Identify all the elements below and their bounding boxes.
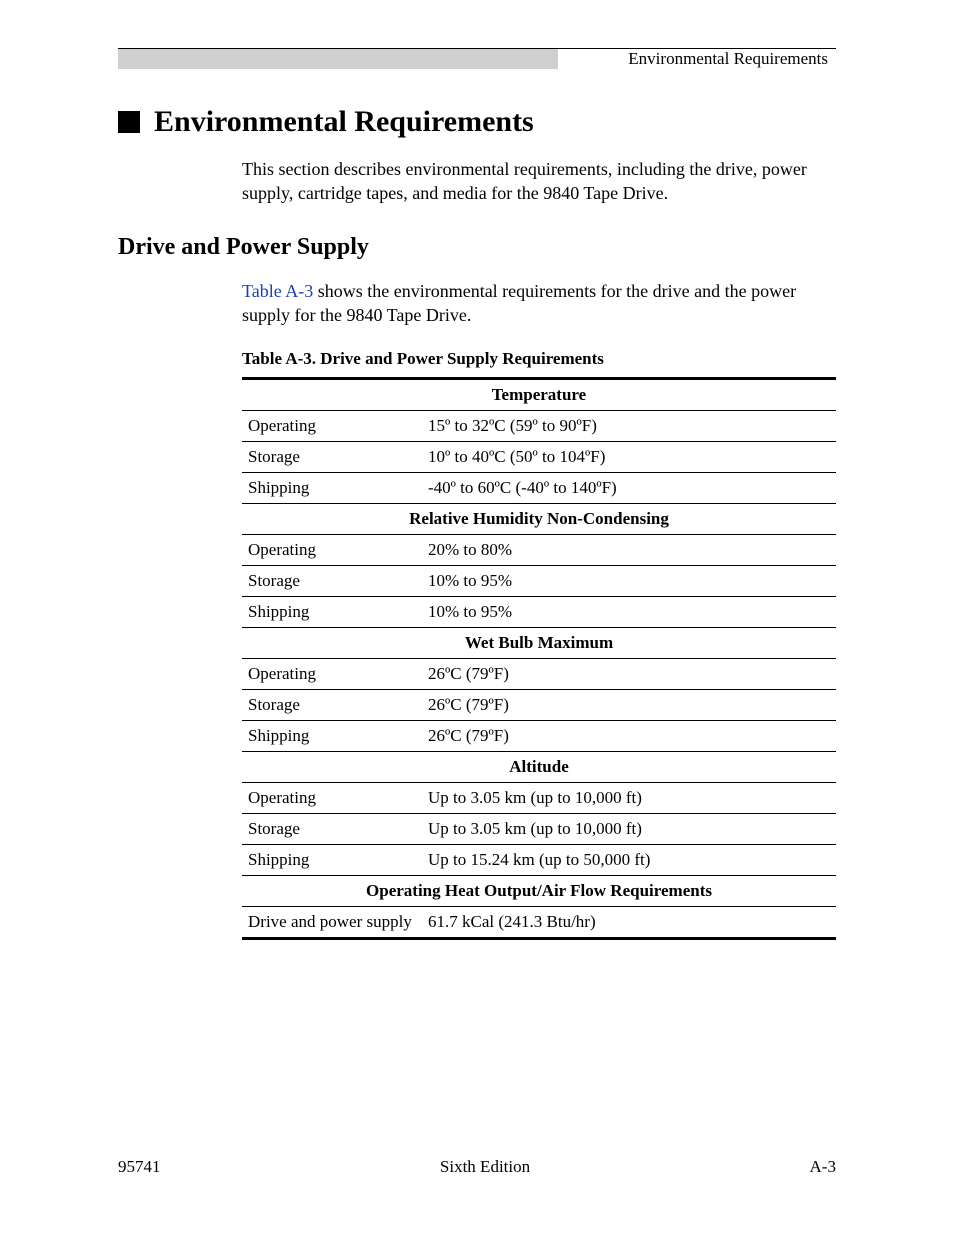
table-cell-value: 15º to 32ºC (59º to 90ºF) (422, 411, 836, 442)
table-cell-label: Storage (242, 690, 422, 721)
table-row: Shipping 26ºC (79ºF) (242, 721, 836, 752)
table-row: Operating 15º to 32ºC (59º to 90ºF) (242, 411, 836, 442)
table-row: Shipping 10% to 95% (242, 597, 836, 628)
table-xref-link[interactable]: Table A-3 (242, 281, 313, 301)
table-section-head-label: Operating Heat Output/Air Flow Requireme… (242, 876, 836, 907)
table-lead-rest: shows the environmental requirements for… (242, 281, 796, 325)
running-head-title: Environmental Requirements (558, 49, 836, 69)
table-row: Storage 10% to 95% (242, 566, 836, 597)
table-cell-value: 26ºC (79ºF) (422, 659, 836, 690)
table-cell-label: Operating (242, 783, 422, 814)
table-row: Operating 26ºC (79ºF) (242, 659, 836, 690)
table-row: Storage 10º to 40ºC (50º to 104ºF) (242, 442, 836, 473)
table-section-head-wetbulb: Wet Bulb Maximum (242, 628, 836, 659)
table-cell-value: 20% to 80% (422, 535, 836, 566)
table-cell-label: Storage (242, 814, 422, 845)
table-cell-value: Up to 3.05 km (up to 10,000 ft) (422, 783, 836, 814)
table-section-head-label: Wet Bulb Maximum (242, 628, 836, 659)
table-cell-label: Operating (242, 659, 422, 690)
table-cell-label: Shipping (242, 721, 422, 752)
running-head: Environmental Requirements (118, 48, 836, 69)
footer-left: 95741 (118, 1157, 161, 1177)
table-lead-paragraph: Table A-3 shows the environmental requir… (242, 279, 836, 328)
table-cell-label: Drive and power supply (242, 907, 422, 939)
table-cell-value: 26ºC (79ºF) (422, 721, 836, 752)
table-row: Shipping Up to 15.24 km (up to 50,000 ft… (242, 845, 836, 876)
table-cell-label: Shipping (242, 473, 422, 504)
requirements-table: Temperature Operating 15º to 32ºC (59º t… (242, 377, 836, 940)
page-footer: 95741 Sixth Edition A-3 (118, 1157, 836, 1177)
page: Environmental Requirements Environmental… (0, 0, 954, 1235)
table-section-head-temperature: Temperature (242, 379, 836, 411)
table-cell-value: 61.7 kCal (241.3 Btu/hr) (422, 907, 836, 939)
table-section-head-heat: Operating Heat Output/Air Flow Requireme… (242, 876, 836, 907)
running-head-bar: Environmental Requirements (118, 49, 836, 69)
table-cell-value: 26ºC (79ºF) (422, 690, 836, 721)
table-cell-value: 10º to 40ºC (50º to 104ºF) (422, 442, 836, 473)
table-row: Shipping -40º to 60ºC (-40º to 140ºF) (242, 473, 836, 504)
running-head-grey (118, 49, 558, 69)
table-row: Operating 20% to 80% (242, 535, 836, 566)
table-section-head-altitude: Altitude (242, 752, 836, 783)
table-cell-label: Storage (242, 566, 422, 597)
section-heading-row: Environmental Requirements (118, 105, 836, 139)
table-row: Storage Up to 3.05 km (up to 10,000 ft) (242, 814, 836, 845)
table-row: Storage 26ºC (79ºF) (242, 690, 836, 721)
table-section-head-humidity: Relative Humidity Non-Condensing (242, 504, 836, 535)
table-cell-value: Up to 15.24 km (up to 50,000 ft) (422, 845, 836, 876)
table-cell-label: Operating (242, 411, 422, 442)
table-caption: Table A-3. Drive and Power Supply Requir… (242, 349, 836, 369)
body-column: This section describes environmental req… (242, 157, 836, 206)
table-cell-value: -40º to 60ºC (-40º to 140ºF) (422, 473, 836, 504)
table-section-head-label: Altitude (242, 752, 836, 783)
section-heading: Environmental Requirements (154, 105, 534, 139)
table-cell-label: Shipping (242, 845, 422, 876)
section-bullet-icon (118, 111, 140, 133)
table-cell-value: 10% to 95% (422, 597, 836, 628)
intro-paragraph: This section describes environmental req… (242, 157, 836, 206)
table-cell-value: 10% to 95% (422, 566, 836, 597)
table-section-head-label: Relative Humidity Non-Condensing (242, 504, 836, 535)
table-cell-value: Up to 3.05 km (up to 10,000 ft) (422, 814, 836, 845)
table-cell-label: Operating (242, 535, 422, 566)
table-row: Operating Up to 3.05 km (up to 10,000 ft… (242, 783, 836, 814)
table-cell-label: Storage (242, 442, 422, 473)
table-row: Drive and power supply 61.7 kCal (241.3 … (242, 907, 836, 939)
footer-center: Sixth Edition (440, 1157, 530, 1177)
table-cell-label: Shipping (242, 597, 422, 628)
body-column-2: Table A-3 shows the environmental requir… (242, 279, 836, 941)
table-section-head-label: Temperature (242, 379, 836, 411)
footer-right: A-3 (810, 1157, 836, 1177)
subsection-heading: Drive and Power Supply (118, 234, 836, 261)
